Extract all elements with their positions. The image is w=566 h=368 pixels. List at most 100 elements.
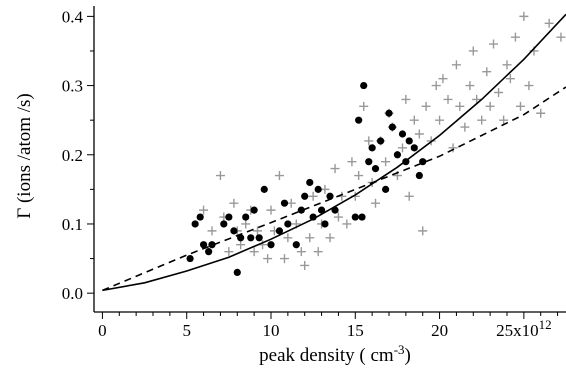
- x-axis-title: peak density ( cm-3): [259, 342, 411, 367]
- plus-marker: [515, 101, 525, 111]
- circle-marker: [405, 137, 413, 145]
- x-axis-title-close: ): [405, 345, 411, 366]
- plus-marker: [477, 115, 487, 125]
- circle-marker: [398, 130, 407, 138]
- circle-marker: [368, 144, 376, 152]
- plus-marker: [236, 240, 246, 250]
- plus-marker: [431, 81, 441, 91]
- plus-marker: [510, 32, 520, 42]
- plus-marker: [485, 101, 495, 111]
- plus-marker: [308, 191, 318, 201]
- plus-marker: [325, 233, 335, 243]
- circle-marker: [233, 268, 241, 277]
- plus-marker: [320, 184, 330, 194]
- x-tick-label: 25x1012: [496, 317, 552, 341]
- plus-marker: [229, 198, 239, 208]
- circle-marker: [301, 192, 309, 200]
- plus-marker: [266, 205, 276, 215]
- y-tick-label: 0.3: [62, 77, 83, 96]
- plus-marker: [283, 233, 293, 243]
- x-tick-label-exponent: 12: [539, 317, 552, 332]
- plus-marker: [215, 171, 225, 181]
- plus-marker: [499, 115, 509, 125]
- circle-marker: [196, 213, 204, 221]
- plus-marker: [347, 157, 357, 167]
- plus-marker: [435, 115, 445, 125]
- plus-marker: [199, 205, 209, 215]
- dashed-fit-line: [102, 86, 566, 292]
- x-tick-label: 10: [263, 321, 280, 340]
- circle-marker: [297, 206, 305, 214]
- plus-marker: [536, 108, 546, 118]
- circle-marker: [393, 151, 402, 159]
- circle-marker: [267, 241, 275, 249]
- plus-marker: [330, 164, 340, 174]
- y-axis-title: Γ (ions /atom /s): [14, 93, 35, 219]
- plus-marker: [451, 60, 461, 70]
- y-tick-label: 0.4: [62, 7, 84, 26]
- plus-marker: [371, 198, 381, 208]
- plus-marker: [224, 247, 234, 257]
- plus-marker: [263, 254, 273, 264]
- x-tick-label: 20: [431, 321, 448, 340]
- circle-marker: [376, 137, 385, 145]
- circle-marker: [237, 234, 245, 242]
- plus-marker: [401, 94, 411, 104]
- plus-marker: [409, 115, 419, 125]
- circle-marker: [230, 227, 238, 235]
- circle-marker: [415, 171, 423, 180]
- circle-marker: [314, 185, 322, 193]
- circle-marker: [191, 220, 199, 228]
- plus-marker: [279, 254, 289, 264]
- circle-marker: [360, 81, 368, 90]
- x-tick-label-base: 25x10: [496, 321, 539, 340]
- plus-marker: [418, 226, 428, 236]
- circle-marker: [351, 213, 359, 221]
- plus-marker: [472, 94, 482, 104]
- x-axis-title-main: peak density ( cm: [259, 345, 394, 366]
- circle-marker: [385, 109, 393, 117]
- x-tick-label: 0: [98, 321, 107, 340]
- circle-marker: [371, 165, 380, 173]
- circle-marker: [317, 206, 326, 214]
- plus-marker: [519, 11, 529, 21]
- plus-marker: [404, 191, 414, 201]
- plus-marker: [505, 74, 515, 84]
- plus-marker: [207, 226, 217, 236]
- circle-marker: [250, 206, 258, 214]
- y-tick-label: 0.1: [62, 215, 83, 234]
- circle-marker: [186, 254, 194, 263]
- solid-fit-line: [102, 13, 566, 292]
- plus-marker: [489, 39, 499, 49]
- plus-marker: [333, 212, 343, 222]
- plus-marker: [465, 81, 475, 91]
- plus-marker: [342, 219, 352, 229]
- plus-marker: [443, 94, 453, 104]
- plus-marker: [448, 143, 458, 153]
- plus-marker: [249, 247, 259, 257]
- plus-marker: [354, 171, 364, 181]
- plus-marker: [494, 87, 504, 97]
- circle-marker: [358, 213, 366, 221]
- circle-marker: [255, 234, 263, 242]
- circle-marker: [306, 178, 314, 187]
- plus-marker: [438, 74, 448, 84]
- circle-marker: [247, 234, 255, 242]
- circle-marker: [321, 220, 329, 228]
- plus-marker: [502, 60, 512, 70]
- tick-labels: 0 5 10 15 20 25x1012 0.0 0.1 0.2 0.3 0.4: [62, 7, 552, 340]
- plus-marker: [296, 247, 306, 257]
- circle-marker: [355, 116, 363, 124]
- plus-marker: [359, 101, 369, 111]
- plus-marker: [286, 198, 296, 208]
- plus-marker: [414, 129, 424, 139]
- plus-marker: [455, 101, 465, 111]
- x-tick-label: 15: [347, 321, 364, 340]
- plus-marker: [556, 32, 566, 42]
- plus-marker: [468, 46, 478, 56]
- circle-marker: [208, 241, 216, 249]
- plus-marker: [544, 18, 554, 28]
- plus-marker: [300, 260, 310, 270]
- y-tick-label: 0.0: [62, 284, 83, 303]
- series-layer: [102, 11, 566, 292]
